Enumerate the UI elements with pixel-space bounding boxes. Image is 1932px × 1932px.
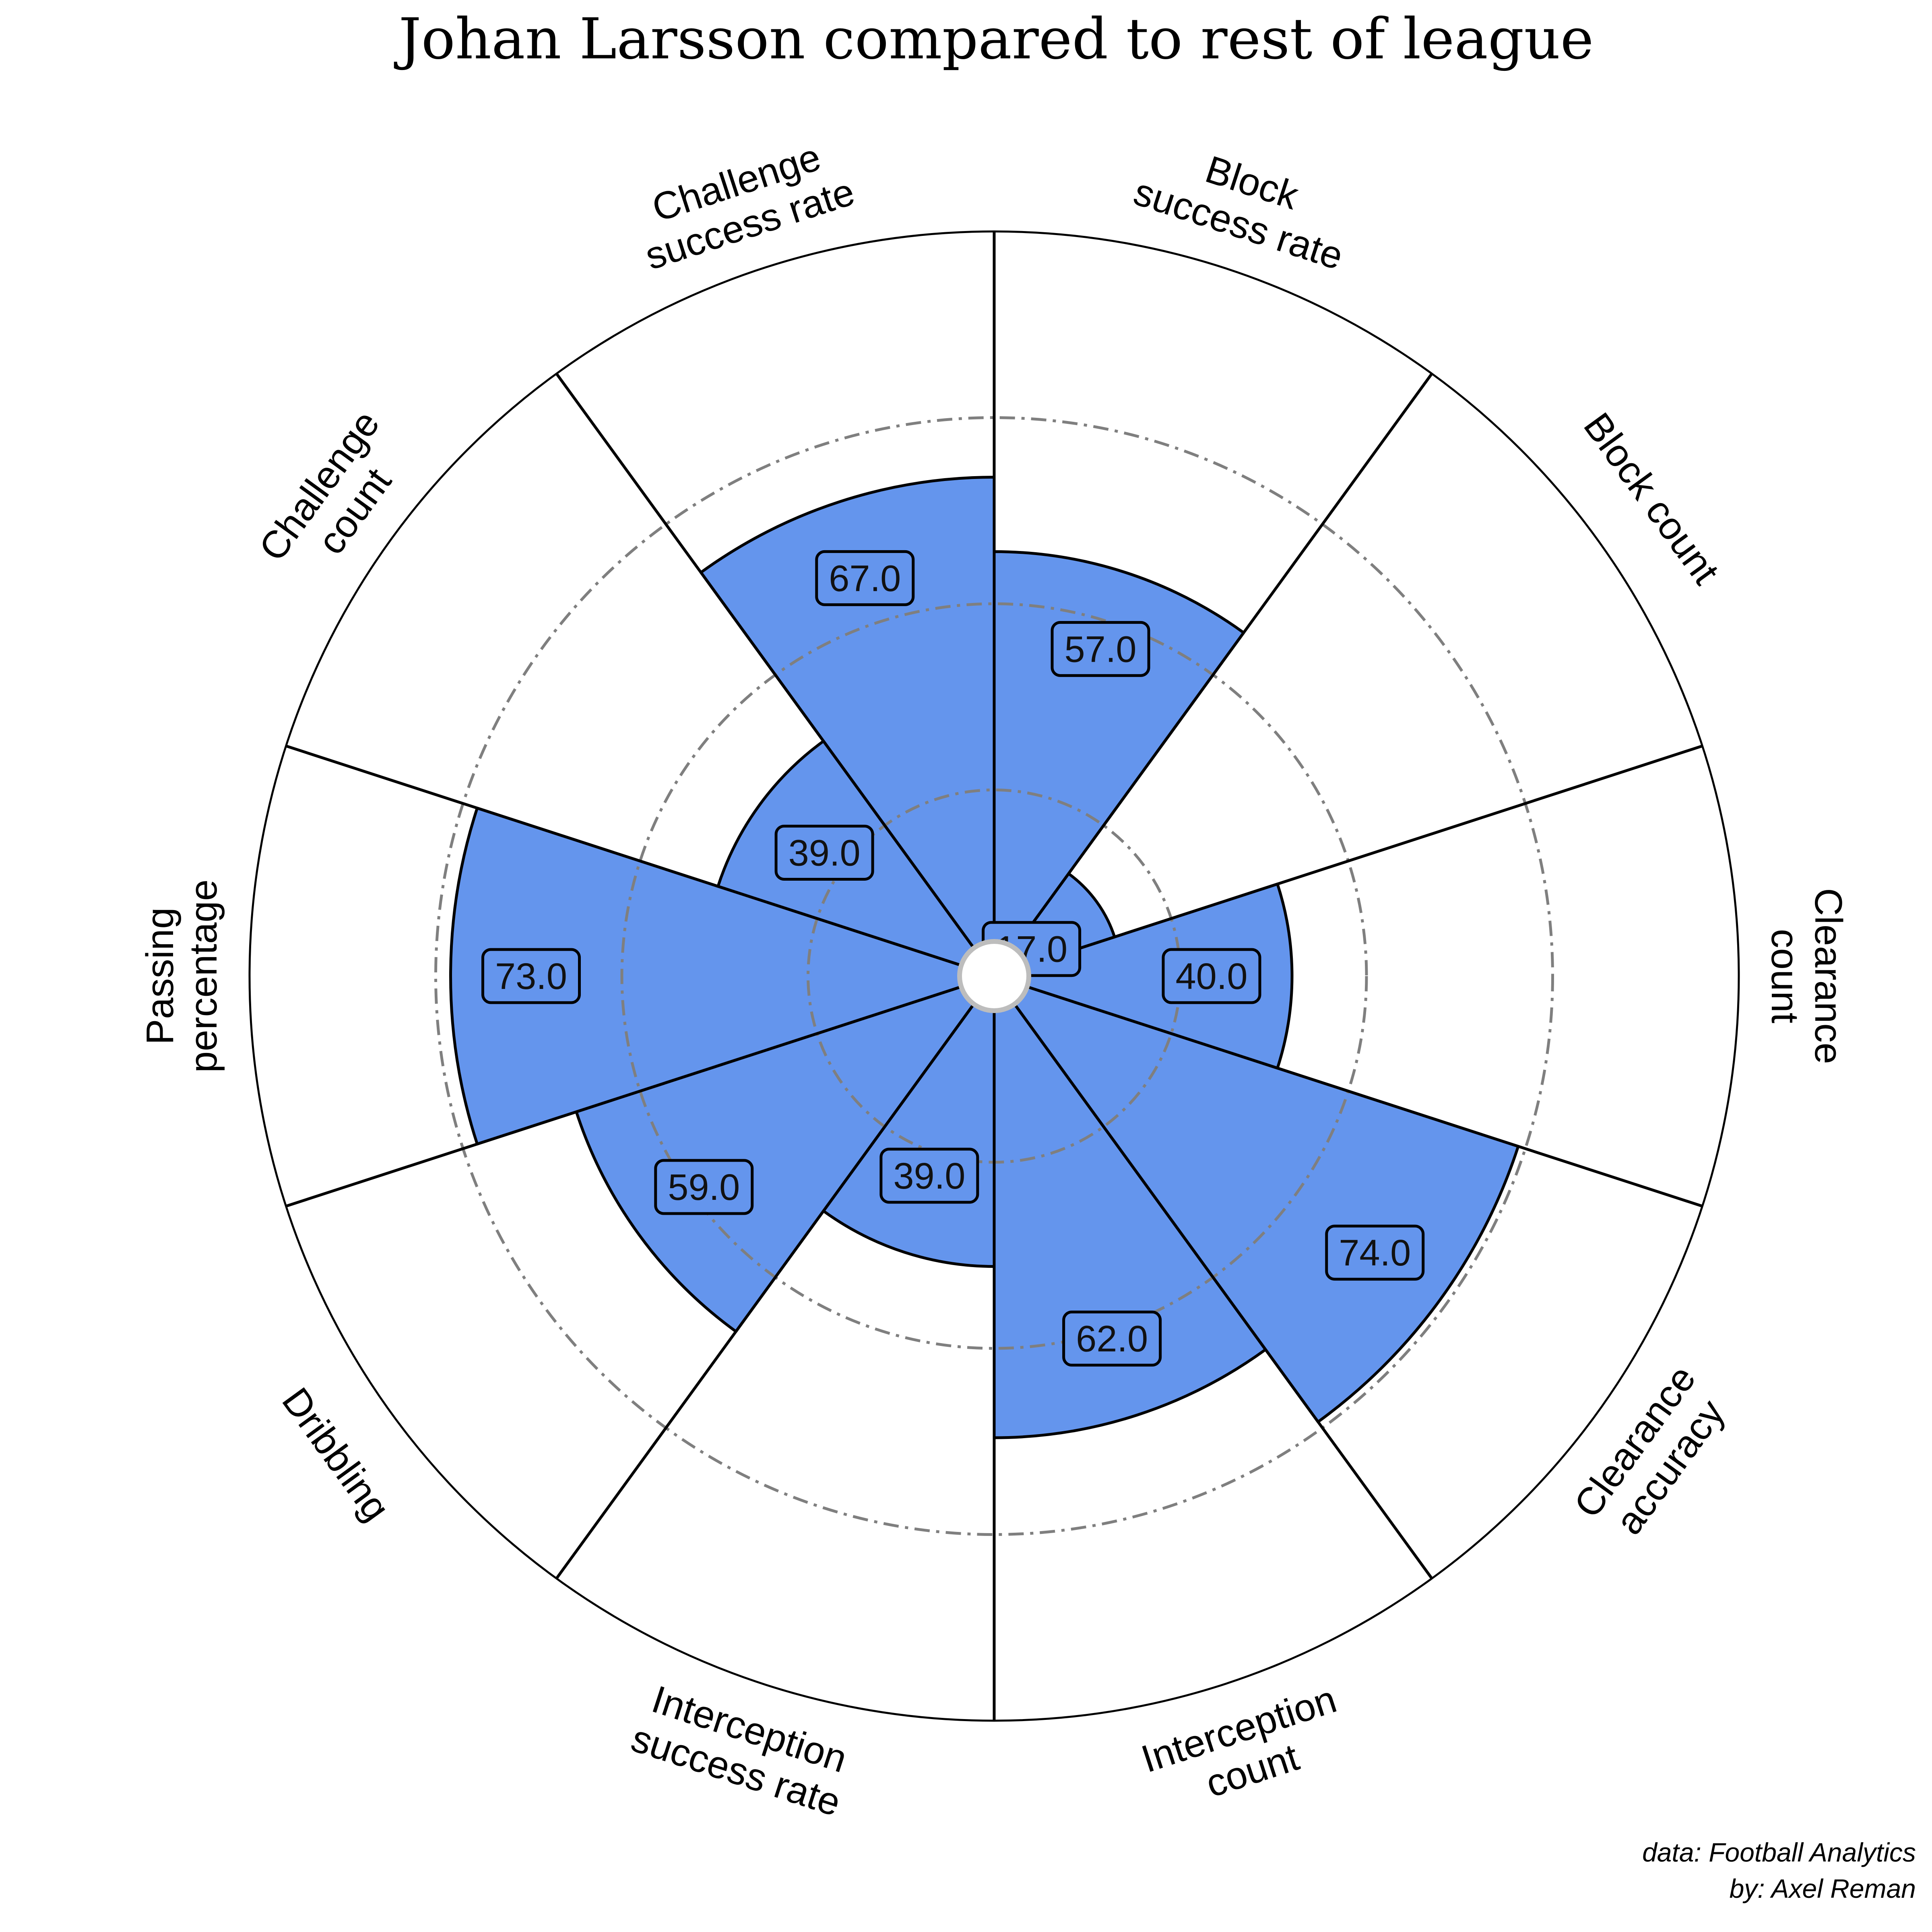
value-box (654, 1159, 754, 1215)
value-label-4: 39.0 (774, 824, 874, 881)
value-label-0: 40.0 (1162, 948, 1261, 1004)
value-text: 73.0 (495, 956, 567, 997)
value-label-5: 73.0 (481, 948, 581, 1004)
slice-bar-5 (449, 807, 996, 1146)
param-label-line: Clearance (1807, 888, 1850, 1064)
values-layer: 40.0 17.0 57.0 67.0 39.0 73.0 59.0 39.0 62.0 74.0 (481, 550, 1425, 1367)
spoke-5 (285, 744, 995, 978)
spoke-6 (285, 974, 995, 1208)
value-text: 57.0 (1065, 629, 1137, 670)
value-label-7: 39.0 (879, 1148, 979, 1204)
value-text: 40.0 (1175, 956, 1247, 997)
value-text: 39.0 (788, 832, 861, 873)
value-box (1162, 948, 1261, 1004)
value-text: 59.0 (668, 1167, 740, 1208)
param-label-line: percentage (182, 879, 225, 1073)
value-label-8: 62.0 (1062, 1311, 1162, 1367)
value-box (815, 550, 915, 606)
spokes-layer (285, 231, 1703, 1721)
spoke-4 (555, 373, 995, 977)
value-box (1051, 621, 1150, 677)
value-text: 39.0 (893, 1156, 965, 1197)
param-label-5: Passingpercentage (138, 879, 225, 1073)
value-label-3: 67.0 (815, 550, 915, 606)
param-label-line: Passing (138, 907, 182, 1045)
slice-bar-0 (993, 882, 1294, 1070)
credit-author: by: Axel Reman (1730, 1874, 1916, 1903)
param-label-line: Dribbling (274, 1380, 398, 1529)
slice-bar-6 (575, 974, 996, 1333)
center-circle (957, 939, 1031, 1013)
gridline-1 (620, 602, 1368, 1350)
gridline-2 (434, 416, 1554, 1536)
value-box (774, 824, 874, 881)
spoke-1 (993, 744, 1703, 978)
value-label-1: 17.0 (982, 921, 1082, 977)
value-label-6: 59.0 (654, 1159, 754, 1215)
param-label-6: Dribbling (274, 1380, 398, 1529)
spoke-7 (555, 975, 995, 1579)
slice-bar-8 (993, 974, 1267, 1439)
value-box (1062, 1311, 1162, 1367)
spoke-9 (993, 975, 1433, 1579)
slice-bar-3 (699, 476, 996, 978)
value-label-9: 74.0 (1325, 1224, 1425, 1281)
spoke-2 (993, 373, 1433, 977)
value-box (481, 948, 581, 1004)
value-text: 74.0 (1339, 1232, 1411, 1274)
chart-title: Johan Larsson compared to rest of league (394, 6, 1594, 72)
param-label-0: Clearancecount (1763, 888, 1850, 1064)
spoke-0 (993, 974, 1703, 1208)
value-text: 67.0 (829, 558, 901, 599)
value-box (1325, 1224, 1425, 1281)
value-text: 62.0 (1076, 1319, 1148, 1360)
slice-bar-9 (993, 974, 1520, 1424)
credit-data-source: data: Football Analytics (1642, 1837, 1916, 1867)
value-label-2: 57.0 (1051, 621, 1150, 677)
value-box (879, 1148, 979, 1204)
param-label-line: count (1763, 929, 1806, 1024)
